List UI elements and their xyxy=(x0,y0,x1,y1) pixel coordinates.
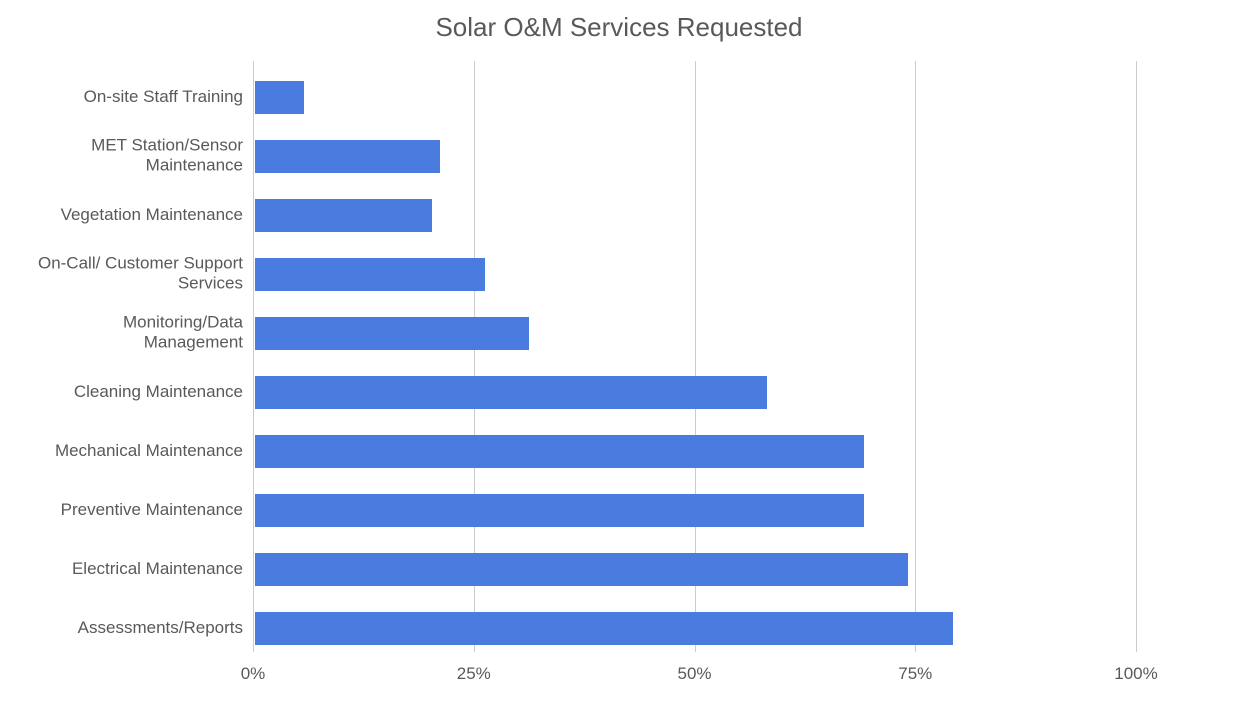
bar xyxy=(255,258,485,291)
x-axis-tick-label: 25% xyxy=(457,664,491,684)
y-axis-label: Preventive Maintenance xyxy=(33,500,243,520)
x-axis-tick-label: 75% xyxy=(898,664,932,684)
bar xyxy=(255,612,953,645)
x-axis-tick-label: 50% xyxy=(677,664,711,684)
bar xyxy=(255,140,440,173)
bar xyxy=(255,494,864,527)
chart-container: Solar O&M Services Requested On-site Sta… xyxy=(0,0,1238,708)
y-axis-label: Assessments/Reports xyxy=(33,618,243,638)
x-axis-tick-label: 0% xyxy=(241,664,266,684)
bar xyxy=(255,81,304,114)
y-axis-label: Cleaning Maintenance xyxy=(33,382,243,402)
gridline xyxy=(1136,61,1137,652)
gridline xyxy=(253,61,254,652)
bar xyxy=(255,317,529,350)
y-axis-label: Monitoring/Data Management xyxy=(33,313,243,354)
gridline xyxy=(915,61,916,652)
y-axis-label: Vegetation Maintenance xyxy=(33,205,243,225)
y-axis-label: Mechanical Maintenance xyxy=(33,441,243,461)
chart-title: Solar O&M Services Requested xyxy=(0,12,1238,43)
y-axis-label: MET Station/Sensor Maintenance xyxy=(33,136,243,177)
bar xyxy=(255,376,767,409)
bar xyxy=(255,553,908,586)
y-axis-label: Electrical Maintenance xyxy=(33,559,243,579)
y-axis-label: On-Call/ Customer Support Services xyxy=(33,254,243,295)
bar xyxy=(255,199,432,232)
bar xyxy=(255,435,864,468)
plot-area xyxy=(253,61,1136,652)
x-axis-tick-label: 100% xyxy=(1114,664,1157,684)
y-axis-label: On-site Staff Training xyxy=(33,87,243,107)
